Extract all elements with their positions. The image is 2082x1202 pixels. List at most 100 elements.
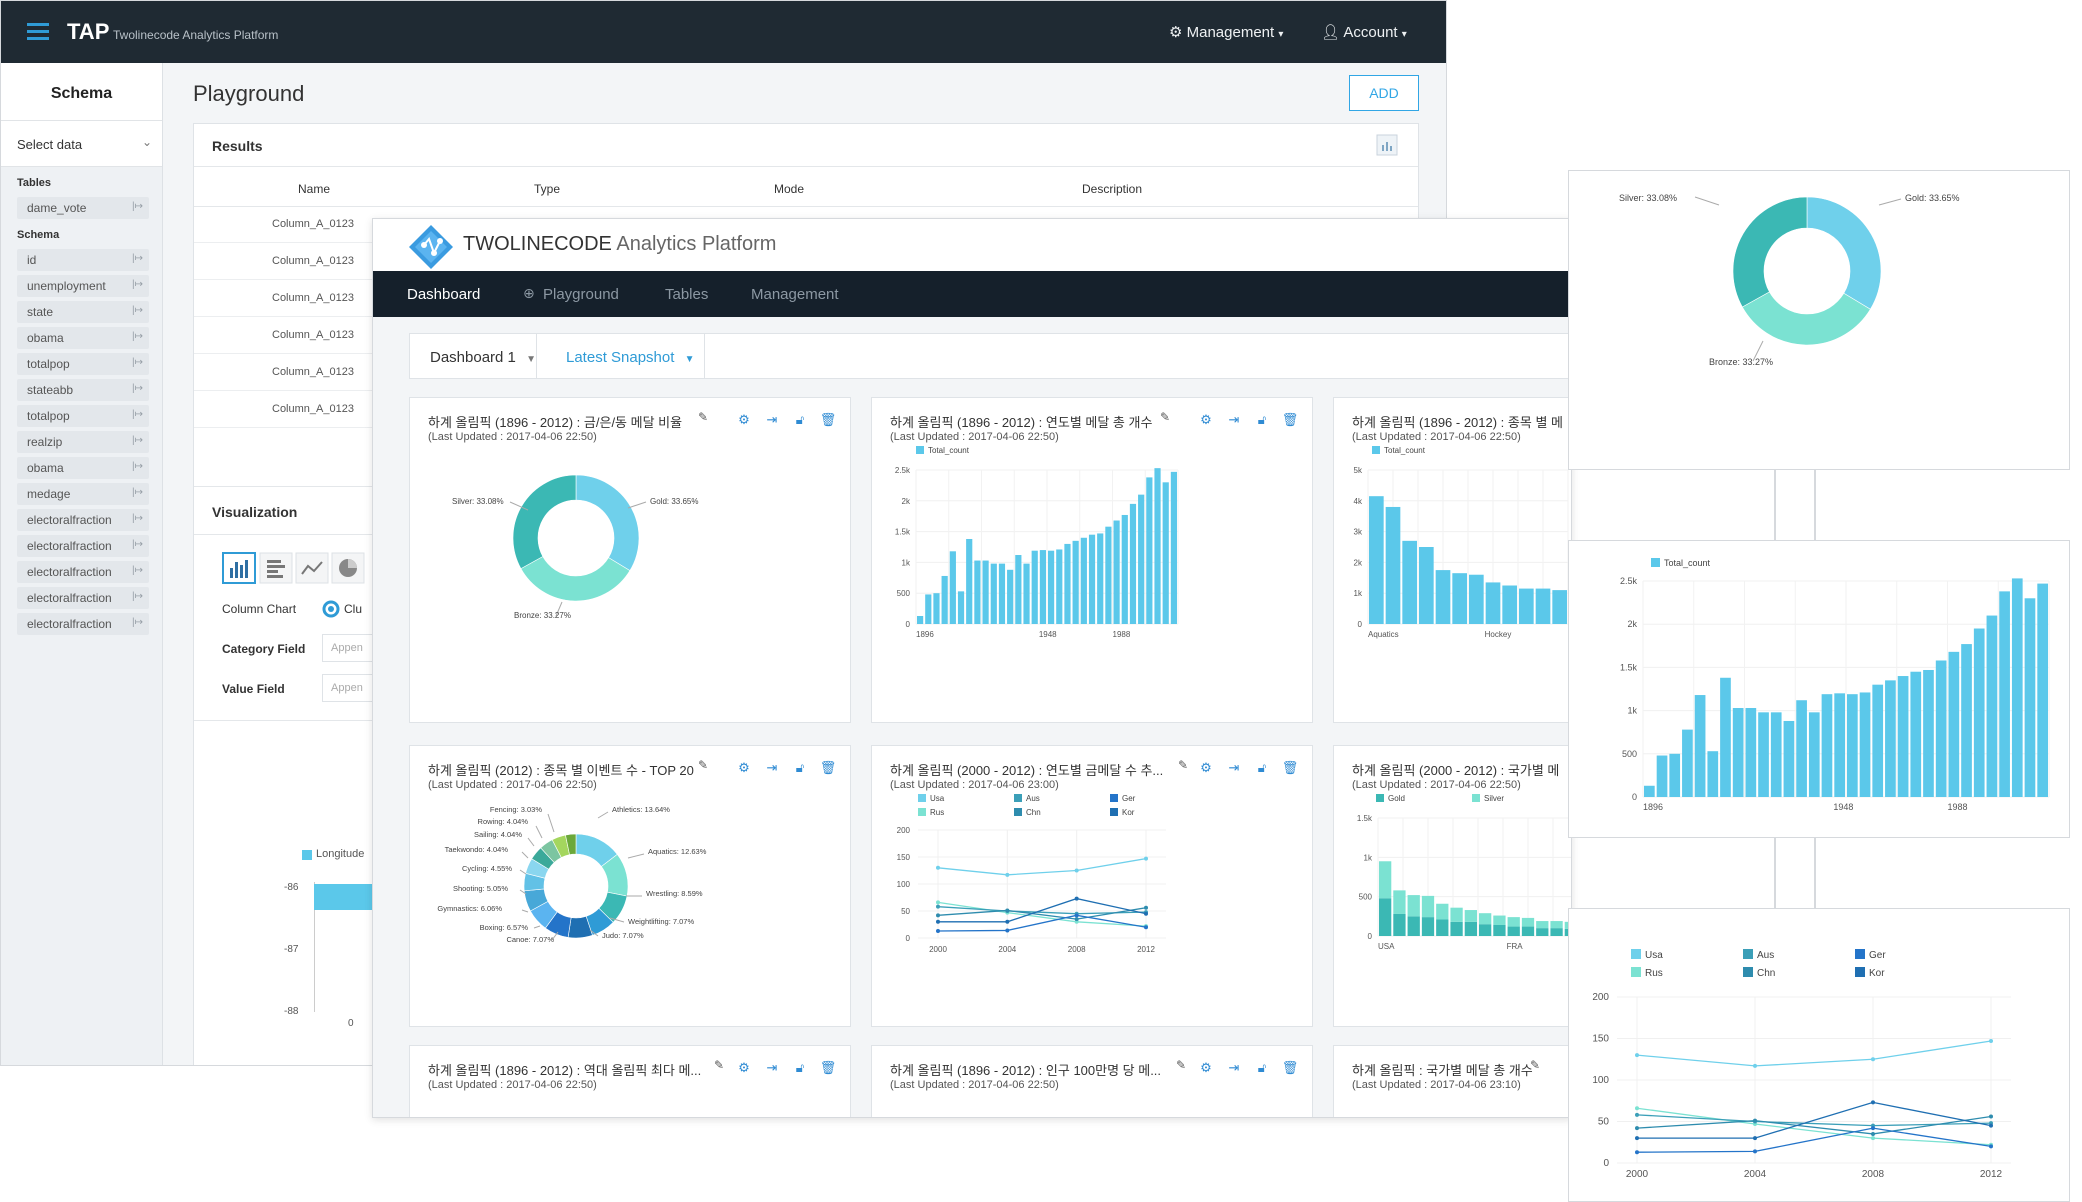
brand-logo[interactable]: TAP xyxy=(67,19,110,44)
schema-field-item[interactable]: electoralfraction |↦ xyxy=(17,587,149,609)
schema-field-label: electoralfraction xyxy=(27,565,112,579)
label-leader xyxy=(519,869,527,875)
dashboard-card: 하계 올림픽 (1896 - 2012) : 금/은/동 메달 비율 ✎ (Last… xyxy=(409,397,851,723)
gear-icon[interactable]: ⚙ xyxy=(1200,760,1212,775)
slice-label: Weightlifting: 7.07% xyxy=(628,917,694,926)
twolinecode-logo-icon[interactable] xyxy=(407,223,455,271)
x-tick-label: 2012 xyxy=(1137,945,1155,954)
gear-icon[interactable]: ⚙ xyxy=(738,1060,750,1075)
series-line xyxy=(1636,1107,1992,1146)
nav-playground[interactable]: Playground xyxy=(543,286,619,303)
gear-icon[interactable]: ⚙ xyxy=(738,412,750,427)
tab-dashboard-1[interactable]: Dashboard 1 ▼ xyxy=(430,349,536,366)
nav-management[interactable]: Management xyxy=(751,286,839,303)
cluster-option-label: Clu xyxy=(344,602,363,616)
tab-latest-snapshot[interactable]: Latest Snapshot ▼ xyxy=(566,349,695,366)
schema-field-item[interactable]: state |↦ xyxy=(17,301,149,323)
bar xyxy=(1783,720,1795,797)
schema-field-item[interactable]: totalpop |↦ xyxy=(17,353,149,375)
bar xyxy=(1113,520,1120,624)
page-title: Playground xyxy=(193,81,305,106)
export-icon[interactable]: ⇥ xyxy=(766,1060,778,1075)
edit-pencil-icon[interactable]: ✎ xyxy=(714,1058,725,1072)
card-toolbar: ⚙ ⇥ 🔓︎ 🗑︎ xyxy=(734,758,838,778)
data-point xyxy=(1635,1150,1639,1155)
card-title: 하계 올림픽 (2012) : 종목 별 이벤트 수 - TOP 20 xyxy=(428,763,694,778)
edit-pencil-icon[interactable]: ✎ xyxy=(1178,758,1189,772)
trash-icon[interactable]: 🗑︎ xyxy=(1281,1060,1299,1075)
edit-pencil-icon[interactable]: ✎ xyxy=(698,758,709,772)
x-tick-label: 2008 xyxy=(1862,1169,1885,1180)
bar xyxy=(1464,921,1477,936)
edit-pencil-icon[interactable]: ✎ xyxy=(1160,410,1171,424)
lock-icon[interactable]: 🔓︎ xyxy=(795,760,805,775)
tab-divider xyxy=(704,334,705,378)
schema-field-item[interactable]: obama |↦ xyxy=(17,457,149,479)
radio-selected-icon[interactable] xyxy=(322,600,340,618)
y-tick-label: 0 xyxy=(1358,620,1363,629)
nav-dashboard[interactable]: Dashboard xyxy=(407,286,481,303)
user-icon: 👤︎ xyxy=(1321,24,1341,41)
trash-icon[interactable]: 🗑︎ xyxy=(819,412,837,427)
table-item[interactable]: dame_vote |↦ xyxy=(17,197,149,219)
y-tick-label: 1k xyxy=(902,558,911,567)
data-point xyxy=(936,919,940,924)
schema-field-item[interactable]: electoralfraction |↦ xyxy=(17,509,149,531)
trash-icon[interactable]: 🗑︎ xyxy=(1281,412,1299,427)
export-icon[interactable]: ⇥ xyxy=(1228,1060,1240,1075)
lock-icon[interactable]: 🔓︎ xyxy=(1257,760,1267,775)
chart-view-icon[interactable] xyxy=(1376,134,1398,156)
schema-field-item[interactable]: electoralfraction |↦ xyxy=(17,561,149,583)
row-name-cell: Column_A_0123 xyxy=(272,403,354,415)
export-icon[interactable]: ⇥ xyxy=(1228,412,1240,427)
edit-pencil-icon[interactable]: ✎ xyxy=(1530,1058,1541,1072)
management-menu[interactable]: ⚙ Management ▾ xyxy=(1169,23,1283,41)
data-point xyxy=(1753,1149,1757,1154)
label-leader xyxy=(521,851,529,859)
nav-tables[interactable]: Tables xyxy=(665,286,709,303)
gear-icon[interactable]: ⚙ xyxy=(738,760,750,775)
edit-pencil-icon[interactable]: ✎ xyxy=(698,410,709,424)
schema-field-item[interactable]: unemployment |↦ xyxy=(17,275,149,297)
edit-pencil-icon[interactable]: ✎ xyxy=(1176,1058,1187,1072)
schema-field-item[interactable]: medage |↦ xyxy=(17,483,149,505)
schema-field-item[interactable]: obama |↦ xyxy=(17,327,149,349)
data-point xyxy=(1074,896,1079,901)
export-icon[interactable]: ⇥ xyxy=(1228,760,1240,775)
trash-icon[interactable]: 🗑︎ xyxy=(819,1060,837,1075)
card-last-updated: (Last Updated : 2017-04-06 22:50) xyxy=(428,1079,597,1091)
chart-type-selector[interactable] xyxy=(222,552,372,584)
schema-field-item[interactable]: realzip |↦ xyxy=(17,431,149,453)
bar xyxy=(1948,651,1960,797)
gear-icon[interactable]: ⚙ xyxy=(1200,412,1212,427)
gear-icon[interactable]: ⚙ xyxy=(1200,1060,1212,1075)
lock-icon[interactable]: 🔓︎ xyxy=(795,412,805,427)
schema-field-item[interactable]: stateabb |↦ xyxy=(17,379,149,401)
schema-field-item[interactable]: id |↦ xyxy=(17,249,149,271)
x-tick-label: 2012 xyxy=(1980,1169,2003,1180)
trash-icon[interactable]: 🗑︎ xyxy=(1281,760,1299,775)
schema-field-item[interactable]: totalpop |↦ xyxy=(17,405,149,427)
add-button[interactable]: ADD xyxy=(1349,75,1419,111)
schema-field-item[interactable]: electoralfraction |↦ xyxy=(17,613,149,635)
account-menu[interactable]: 👤︎ Account ▾ xyxy=(1321,23,1407,41)
bar xyxy=(1464,910,1477,922)
export-icon[interactable]: ⇥ xyxy=(766,760,778,775)
trash-icon[interactable]: 🗑︎ xyxy=(819,760,837,775)
lock-icon[interactable]: 🔓︎ xyxy=(795,1060,805,1075)
schema-field-item[interactable]: electoralfraction |↦ xyxy=(17,535,149,557)
legend-swatch xyxy=(1631,949,1641,959)
bar xyxy=(1385,506,1401,624)
x-tick-label: 2004 xyxy=(1744,1169,1767,1180)
bar xyxy=(1682,729,1693,797)
expand-icon: |↦ xyxy=(132,253,143,264)
hamburger-menu-icon[interactable] xyxy=(27,23,49,41)
export-icon[interactable]: ⇥ xyxy=(766,412,778,427)
select-data-dropdown[interactable]: Select data ⌄ xyxy=(1,121,162,167)
series-line xyxy=(937,907,1147,920)
lock-icon[interactable]: 🔓︎ xyxy=(1257,412,1267,427)
legend-swatch xyxy=(1110,808,1118,816)
table-item-label: dame_vote xyxy=(27,201,87,215)
expand-icon: |↦ xyxy=(132,591,143,602)
lock-icon[interactable]: 🔓︎ xyxy=(1257,1060,1267,1075)
